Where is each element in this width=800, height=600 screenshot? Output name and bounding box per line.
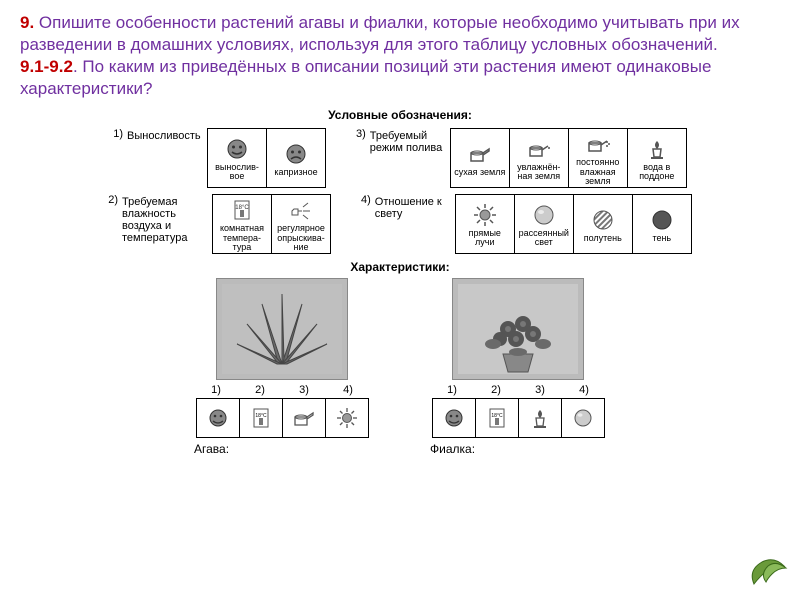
legend-group-3: 3) Требуемый режим полива сухая земля ув… (356, 128, 687, 188)
cell-moist: увлажнён- ная земля (509, 128, 569, 188)
can-moist-icon (526, 135, 552, 163)
question-number-2: 9.1-9.2 (20, 57, 73, 76)
legend-group-1: 1) Выносливость вынослив- вое капризное (113, 128, 326, 188)
sphere-light-icon (533, 201, 555, 229)
pot-tray-icon (645, 135, 669, 163)
question-number: 9. (20, 13, 34, 32)
legend-label-1: Выносливость (127, 128, 207, 142)
violet-label: Фиалка: (430, 442, 475, 456)
thermometer-icon: 18°C (231, 196, 253, 224)
cell-roomtemp: 18°C комнатная темпера- тура (212, 194, 272, 254)
sad-icon (285, 140, 307, 168)
legend-row-2: 2) Требуемая влажность воздуха и темпера… (20, 194, 780, 254)
legend-group-4: 4) Отношение к свету прямые лучи рассеян… (361, 194, 692, 254)
can-dry-icon (467, 140, 493, 168)
agave-c1 (196, 398, 240, 438)
question-body-2: . По каким из приведённых в описании поз… (20, 57, 711, 98)
violet-characteristics: 18°C (432, 398, 605, 438)
cell-diffuse: рассеянный свет (514, 194, 574, 254)
agave-c4 (325, 398, 369, 438)
agave-c2: 18°C (239, 398, 283, 438)
sphere-dark-icon (651, 206, 673, 234)
cell-halfshade: полутень (573, 194, 633, 254)
cell-shade: тень (632, 194, 692, 254)
cell-capricious: капризное (266, 128, 326, 188)
cell-tray: вода в поддоне (627, 128, 687, 188)
agave-image (216, 278, 348, 380)
legend-title: Условные обозначения: (20, 108, 780, 122)
cell-wet: постоянно влажная земля (568, 128, 628, 188)
legend-num-1: 1) (113, 128, 123, 140)
sun-icon (473, 201, 497, 229)
cell-dry: сухая земля (450, 128, 510, 188)
legend-num-3: 3) (356, 128, 366, 140)
violet-image (452, 278, 584, 380)
legend-group-2: 2) Требуемая влажность воздуха и темпера… (108, 194, 331, 254)
cell-spray: регулярное опрыскива- ние (271, 194, 331, 254)
legend-num-2: 2) (108, 194, 118, 206)
question-text: 9. Опишите особенности растений агавы и … (20, 12, 780, 100)
legend-label-4: Отношение к свету (375, 194, 455, 220)
legend-num-4: 4) (361, 194, 371, 206)
legend-row-1: 1) Выносливость вынослив- вое капризное … (20, 128, 780, 188)
violet-nums: 1)2)3)4) (430, 384, 606, 396)
agave-characteristics: 18°C (196, 398, 369, 438)
plant-agave: 1)2)3)4) 18°C Агава: (194, 278, 370, 456)
spray-icon (288, 196, 314, 224)
legend-label-3: Требуемый режим полива (370, 128, 450, 154)
violet-c4 (561, 398, 605, 438)
agave-c3 (282, 398, 326, 438)
agave-label: Агава: (194, 442, 229, 456)
violet-c3 (518, 398, 562, 438)
characteristics-title: Характеристики: (20, 260, 780, 274)
violet-c1 (432, 398, 476, 438)
can-wet-icon (585, 130, 611, 158)
leaf-decoration-icon (746, 556, 790, 590)
sphere-striped-icon (592, 206, 614, 234)
violet-c2: 18°C (475, 398, 519, 438)
agave-nums: 1)2)3)4) (194, 384, 370, 396)
legend-label-2: Требуемая влажность воздуха и температур… (122, 194, 212, 244)
plant-violet: 1)2)3)4) 18°C Фиалка: (430, 278, 606, 456)
cell-hardy: вынослив- вое (207, 128, 267, 188)
cell-direct: прямые лучи (455, 194, 515, 254)
question-body-1: Опишите особенности растений агавы и фиа… (20, 13, 740, 54)
smile-icon (226, 135, 248, 163)
plants-row: 1)2)3)4) 18°C Агава: 1)2)3)4) 18°C Фиалк… (20, 278, 780, 456)
